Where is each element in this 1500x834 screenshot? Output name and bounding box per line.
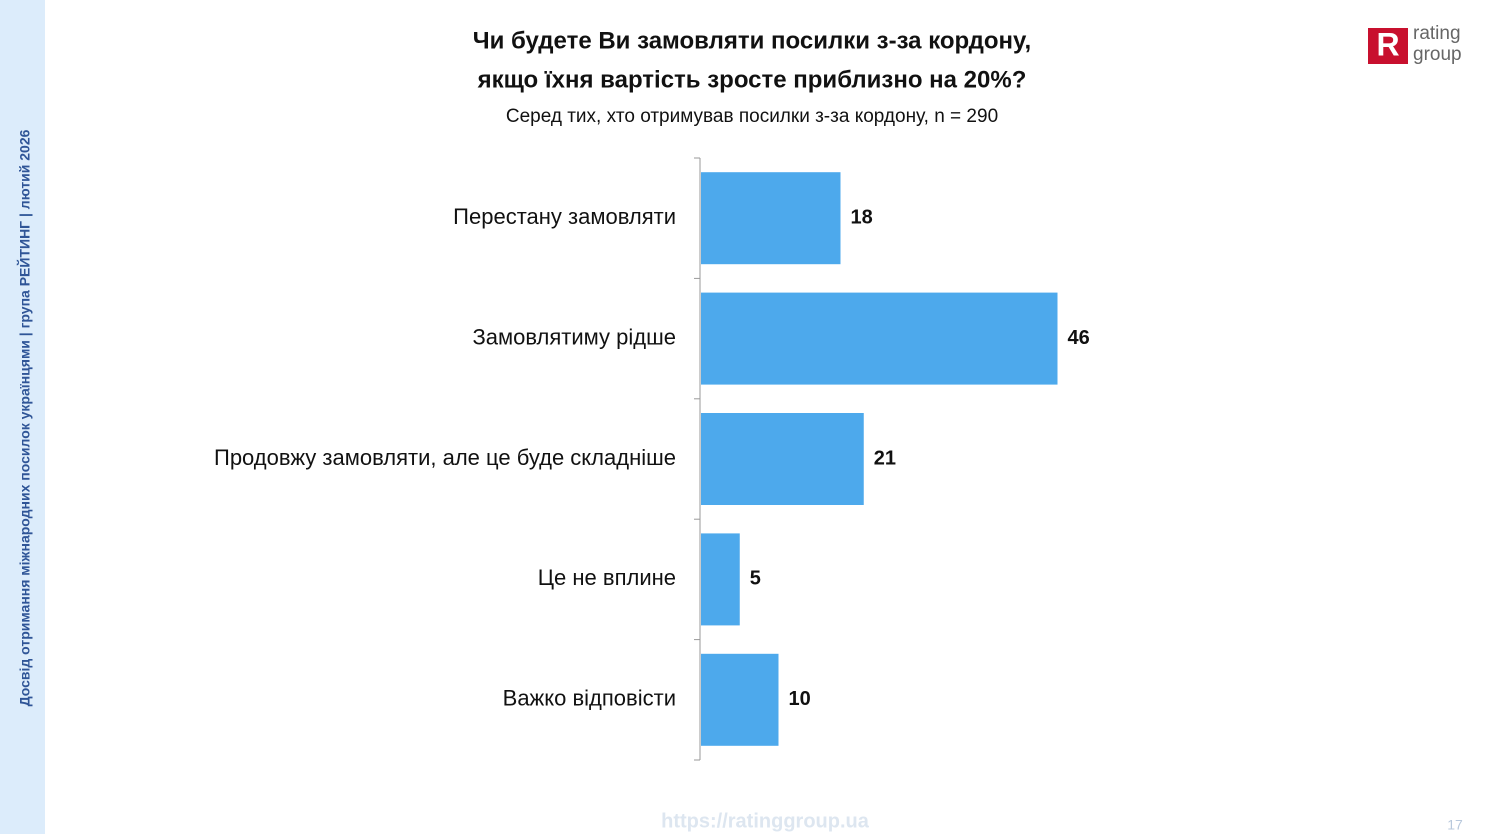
bar xyxy=(701,172,841,265)
bar xyxy=(701,413,864,505)
bar xyxy=(701,292,1058,385)
chart-title: якщо їхня вартість зросте приблизно на 2… xyxy=(477,66,1027,93)
page-number: 17 xyxy=(1447,817,1463,833)
category-label: Замовлятиму рідше xyxy=(472,324,676,349)
logo-text: group xyxy=(1413,44,1462,65)
value-label: 10 xyxy=(789,688,811,710)
side-text: Досвід отримання міжнародних посилок укр… xyxy=(16,129,33,706)
logo-text: rating xyxy=(1413,23,1461,44)
category-label: Продовжу замовляти, але це буде складніш… xyxy=(214,445,676,470)
chart-title: Чи будете Ви замовляти посилки з-за корд… xyxy=(473,27,1031,54)
category-label: Перестану замовляти xyxy=(453,204,676,229)
value-label: 5 xyxy=(750,568,761,590)
value-label: 18 xyxy=(851,206,873,228)
chart-subtitle: Серед тих, хто отримував посилки з-за ко… xyxy=(506,106,998,127)
value-label: 46 xyxy=(1068,327,1090,349)
logo-box xyxy=(1368,28,1408,64)
category-label: Це не вплине xyxy=(538,565,676,590)
side-strip xyxy=(0,0,45,834)
bar xyxy=(701,653,779,746)
category-label: Важко відповісти xyxy=(503,686,676,711)
value-label: 21 xyxy=(874,447,896,469)
bar xyxy=(701,533,740,626)
footer-url: https://ratinggroup.ua xyxy=(661,810,870,832)
logo-mark: R xyxy=(1376,26,1399,62)
